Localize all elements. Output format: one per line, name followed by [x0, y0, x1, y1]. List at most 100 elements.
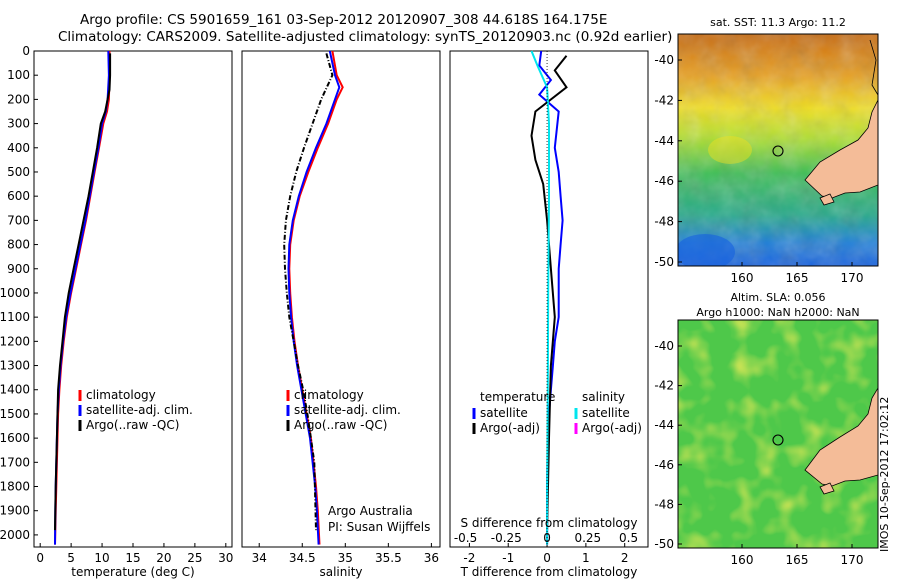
- salinity-x-axis-label: salinity: [319, 565, 362, 579]
- coast-outline: [869, 39, 879, 96]
- sst-lat-tick-label: -50: [654, 255, 674, 269]
- pi-annotation: PI: Susan Wijffels: [328, 520, 430, 534]
- sst-lat-tick-label: -42: [654, 93, 674, 107]
- argo-australia-annotation: Argo Australia: [328, 504, 413, 518]
- depth-tick-label: 400: [7, 141, 30, 155]
- depth-tick-label: 1900: [0, 504, 30, 518]
- temperature-legend-label: Argo(-adj): [480, 421, 540, 435]
- depth-tick-label: 800: [7, 238, 30, 252]
- temperature-x-tick-label: 0: [36, 551, 44, 565]
- cold-water-patch: [678, 234, 735, 266]
- argo-float-marker-sla: [772, 434, 784, 446]
- temperature-x-axis-label: temperature (deg C): [71, 565, 194, 579]
- depth-tick-label: 1600: [0, 431, 30, 445]
- sst-lat-tick-label: -40: [654, 53, 674, 67]
- panel-difference: -2 -1 0 1 2T difference from climatology S di…: [449, 50, 649, 579]
- sst-lat-tick-label: -46: [654, 174, 674, 188]
- warm-water-patch: [708, 136, 752, 164]
- salinity-legend-label: Argo(..raw -QC): [294, 418, 387, 432]
- temperature-x-tick-label: 20: [156, 551, 171, 565]
- salinity-x-tick-label: 34.5: [289, 551, 316, 565]
- depth-tick-label: 500: [7, 165, 30, 179]
- temperature-legend-label: climatology: [86, 388, 156, 402]
- difference-x-tick-label: -1: [502, 551, 514, 565]
- depth-tick-label: 600: [7, 189, 30, 203]
- salinity-difference-tick-label: -0.25: [491, 531, 522, 545]
- temperature-x-tick-label: 30: [218, 551, 233, 565]
- temperature-legend-label: satellite: [480, 406, 528, 420]
- temperature-x-tick-label: 15: [125, 551, 140, 565]
- depth-tick-label: 1400: [0, 383, 30, 397]
- sst-lat-tick-label: -44: [654, 134, 674, 148]
- sla-lon-tick-label: 170: [841, 553, 864, 567]
- sst-lat-tick-label: -48: [654, 215, 674, 229]
- temperature-x-tick-label: 5: [67, 551, 75, 565]
- temperature-legend-label: satellite-adj. clim.: [86, 403, 193, 417]
- difference-series-s-satellite: [530, 50, 550, 545]
- salinity-difference-label: S difference from climatology: [461, 516, 638, 530]
- sla-map-title: Altim. SLA: 0.056: [730, 291, 825, 304]
- sla-lat-tick-label: -44: [654, 418, 674, 432]
- sst-lon-tick-label: 170: [841, 271, 864, 285]
- salinity-difference-tick-label: 0.25: [574, 531, 601, 545]
- difference-x-tick-label: 1: [582, 551, 590, 565]
- argo-float-marker: [772, 145, 784, 157]
- depth-tick-label: 700: [7, 213, 30, 227]
- temperature-x-tick-label: 25: [187, 551, 202, 565]
- sla-map: Altim. SLA: 0.056 Argo h1000: NaN h2000:…: [654, 291, 879, 567]
- temperature-series-argo-raw-qc-: [54, 53, 112, 531]
- difference-x-tick-label: 0: [543, 551, 551, 565]
- depth-tick-label: 1100: [0, 310, 30, 324]
- sla-lon-tick-label: 160: [731, 553, 754, 567]
- depth-tick-label: 1300: [0, 359, 30, 373]
- depth-tick-label: 100: [7, 68, 30, 82]
- temperature-legend-header: temperature: [480, 390, 555, 404]
- depth-tick-label: 1800: [0, 480, 30, 494]
- salinity-difference-tick-label: 0.5: [619, 531, 638, 545]
- temperature-axes-frame: [33, 50, 233, 548]
- sla-lat-tick-label: -48: [654, 497, 674, 511]
- depth-tick-label: 300: [7, 117, 30, 131]
- temperature-x-tick-label: 10: [94, 551, 109, 565]
- new-zealand-coast-sla: [804, 387, 878, 487]
- salinity-legend-label: satellite-adj. clim.: [294, 403, 401, 417]
- depth-tick-label: 0: [22, 44, 30, 58]
- difference-series-t-argo-adj-: [530, 55, 568, 531]
- sst-map-title: sat. SST: 11.3 Argo: 11.2: [710, 16, 846, 29]
- depth-tick-label: 1200: [0, 334, 30, 348]
- sla-lat-tick-label: -50: [654, 537, 674, 551]
- panel-temperature: 0100200300400500600700800900100011001200…: [0, 44, 233, 579]
- salinity-x-tick-label: 34: [252, 551, 267, 565]
- sst-map: sat. SST: 11.3 Argo: 11.2 -40 -42 -44 -46 -4…: [654, 16, 879, 285]
- salinity-x-tick-label: 36: [424, 551, 439, 565]
- difference-x-tick-label: -2: [463, 551, 475, 565]
- depth-tick-label: 2000: [0, 528, 30, 542]
- sla-lat-tick-label: -42: [654, 379, 674, 393]
- salinity-series-satellite-adj-clim-: [287, 50, 341, 545]
- profile-title: Argo profile: CS 5901659_161 03-Sep-2012…: [80, 12, 608, 28]
- salinity-x-tick-label: 35.5: [375, 551, 402, 565]
- panel-salinity: 34 34.5 35 35.5 36 salinity climatologysatelli…: [241, 50, 441, 579]
- climatology-subtitle: Climatology: CARS2009. Satellite-adjuste…: [58, 29, 673, 45]
- salinity-x-tick-label: 35: [338, 551, 353, 565]
- depth-tick-label: 1000: [0, 286, 30, 300]
- salinity-axes-frame: [241, 50, 441, 548]
- sst-map-frame: [677, 33, 879, 267]
- temperature-legend-label: Argo(..raw -QC): [86, 418, 179, 432]
- salinity-difference-tick-label: -0.5: [454, 531, 477, 545]
- sst-lon-tick-label: 160: [731, 271, 754, 285]
- stewart-island-sla: [819, 482, 835, 495]
- salinity-legend-label: climatology: [294, 388, 364, 402]
- depth-tick-label: 900: [7, 262, 30, 276]
- salinity-series-argo-raw-qc-: [283, 53, 334, 531]
- sla-lat-tick-label: -40: [654, 339, 674, 353]
- salinity-legend-label: Argo(-adj): [582, 421, 642, 435]
- depth-tick-label: 200: [7, 92, 30, 106]
- sla-lat-tick-label: -46: [654, 458, 674, 472]
- salinity-legend-label: satellite: [582, 406, 630, 420]
- stewart-island: [819, 193, 835, 206]
- depth-tick-label: 1500: [0, 407, 30, 421]
- sla-map-frame: [677, 319, 879, 549]
- difference-x-axis-label: T difference from climatology: [460, 565, 638, 579]
